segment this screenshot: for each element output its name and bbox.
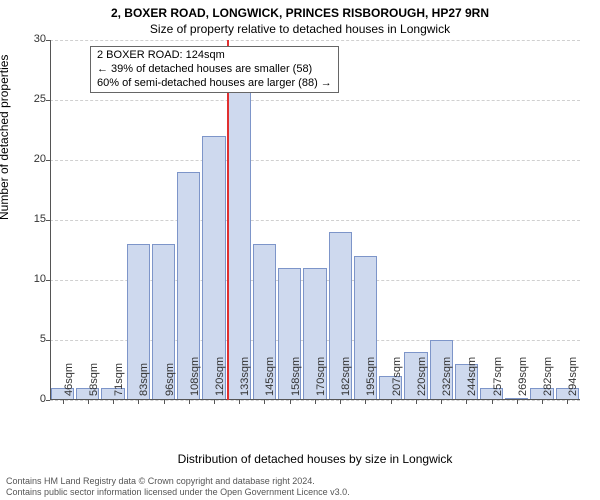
x-tick-mark: [542, 400, 543, 404]
chart-subtitle: Size of property relative to detached ho…: [0, 20, 600, 36]
bar-slot: 133sqm: [227, 40, 252, 400]
x-tick-label: 120sqm: [214, 357, 226, 396]
x-tick-label: 257sqm: [492, 357, 504, 396]
x-tick-label: 71sqm: [113, 363, 125, 396]
x-tick-label: 195sqm: [365, 357, 377, 396]
x-tick-mark: [164, 400, 165, 404]
x-tick-label: 133sqm: [239, 357, 251, 396]
y-axis-label: Number of detached properties: [0, 55, 11, 220]
chart-container: 2, BOXER ROAD, LONGWICK, PRINCES RISBORO…: [0, 0, 600, 500]
x-tick-mark: [315, 400, 316, 404]
x-tick-mark: [88, 400, 89, 404]
x-tick-mark: [138, 400, 139, 404]
annotation-line1: 2 BOXER ROAD: 124sqm: [97, 49, 332, 63]
x-tick-mark: [416, 400, 417, 404]
bar: [228, 88, 251, 400]
bar-slot: 207sqm: [378, 40, 403, 400]
x-tick-mark: [63, 400, 64, 404]
bar-slot: 244sqm: [454, 40, 479, 400]
x-tick-label: 83sqm: [138, 363, 150, 396]
x-tick-label: 232sqm: [441, 357, 453, 396]
bar-slot: 294sqm: [555, 40, 580, 400]
annotation-line3: 60% of semi-detached houses are larger (…: [97, 77, 332, 91]
y-tick-label: 0: [20, 393, 46, 405]
bar-slot: 220sqm: [403, 40, 428, 400]
x-tick-mark: [189, 400, 190, 404]
x-tick-label: 294sqm: [567, 357, 579, 396]
bar-slot: 108sqm: [176, 40, 201, 400]
x-tick-label: 207sqm: [391, 357, 403, 396]
x-tick-mark: [492, 400, 493, 404]
bar-slot: 58sqm: [75, 40, 100, 400]
bar-slot: 257sqm: [479, 40, 504, 400]
bars-group: 46sqm 58sqm 71sqm 83sqm 96sqm 108sqm 120sqm 133…: [50, 40, 580, 400]
x-tick-label: 182sqm: [340, 357, 352, 396]
bar-slot: 158sqm: [277, 40, 302, 400]
x-tick-mark: [239, 400, 240, 404]
x-tick-mark: [290, 400, 291, 404]
y-tick-label: 20: [20, 153, 46, 165]
x-axis-line: [50, 399, 580, 400]
bar-slot: 232sqm: [429, 40, 454, 400]
bar-slot: 269sqm: [504, 40, 529, 400]
x-tick-label: 46sqm: [63, 363, 75, 396]
x-tick-label: 244sqm: [466, 357, 478, 396]
x-tick-label: 58sqm: [88, 363, 100, 396]
annotation-line2: ← 39% of detached houses are smaller (58…: [97, 63, 332, 77]
x-tick-label: 269sqm: [517, 357, 529, 396]
x-tick-mark: [517, 400, 518, 404]
x-tick-mark: [391, 400, 392, 404]
x-tick-mark: [466, 400, 467, 404]
x-tick-label: 145sqm: [264, 357, 276, 396]
bar-slot: 83sqm: [126, 40, 151, 400]
x-tick-label: 220sqm: [416, 357, 428, 396]
x-tick-label: 108sqm: [189, 357, 201, 396]
x-tick-mark: [113, 400, 114, 404]
x-tick-label: 282sqm: [542, 357, 554, 396]
bar-slot: 71sqm: [100, 40, 125, 400]
x-tick-mark: [365, 400, 366, 404]
bar-slot: 195sqm: [353, 40, 378, 400]
bar-slot: 145sqm: [252, 40, 277, 400]
x-tick-mark: [214, 400, 215, 404]
x-tick-mark: [567, 400, 568, 404]
x-tick-mark: [264, 400, 265, 404]
y-tick-label: 30: [20, 33, 46, 45]
footer-attribution: Contains HM Land Registry data © Crown c…: [6, 476, 594, 498]
plot-area: 46sqm 58sqm 71sqm 83sqm 96sqm 108sqm 120sqm 133…: [50, 40, 580, 400]
footer-line2: Contains public sector information licen…: [6, 487, 594, 498]
bar-slot: 46sqm: [50, 40, 75, 400]
bar-slot: 96sqm: [151, 40, 176, 400]
bar-slot: 120sqm: [201, 40, 226, 400]
x-tick-label: 170sqm: [315, 357, 327, 396]
x-tick-mark: [340, 400, 341, 404]
chart-title: 2, BOXER ROAD, LONGWICK, PRINCES RISBORO…: [0, 0, 600, 20]
x-tick-label: 96sqm: [164, 363, 176, 396]
annotation-box: 2 BOXER ROAD: 124sqm ← 39% of detached h…: [90, 46, 339, 93]
footer-line1: Contains HM Land Registry data © Crown c…: [6, 476, 594, 487]
x-axis-label: Distribution of detached houses by size …: [50, 452, 580, 466]
y-tick-label: 25: [20, 93, 46, 105]
bar-slot: 282sqm: [529, 40, 554, 400]
y-tick-label: 15: [20, 213, 46, 225]
x-tick-label: 158sqm: [290, 357, 302, 396]
x-tick-mark: [441, 400, 442, 404]
y-axis-line: [50, 40, 51, 400]
bar-slot: 182sqm: [328, 40, 353, 400]
bar-slot: 170sqm: [302, 40, 327, 400]
y-tick-label: 10: [20, 273, 46, 285]
reference-line: [227, 40, 229, 400]
y-tick-label: 5: [20, 333, 46, 345]
